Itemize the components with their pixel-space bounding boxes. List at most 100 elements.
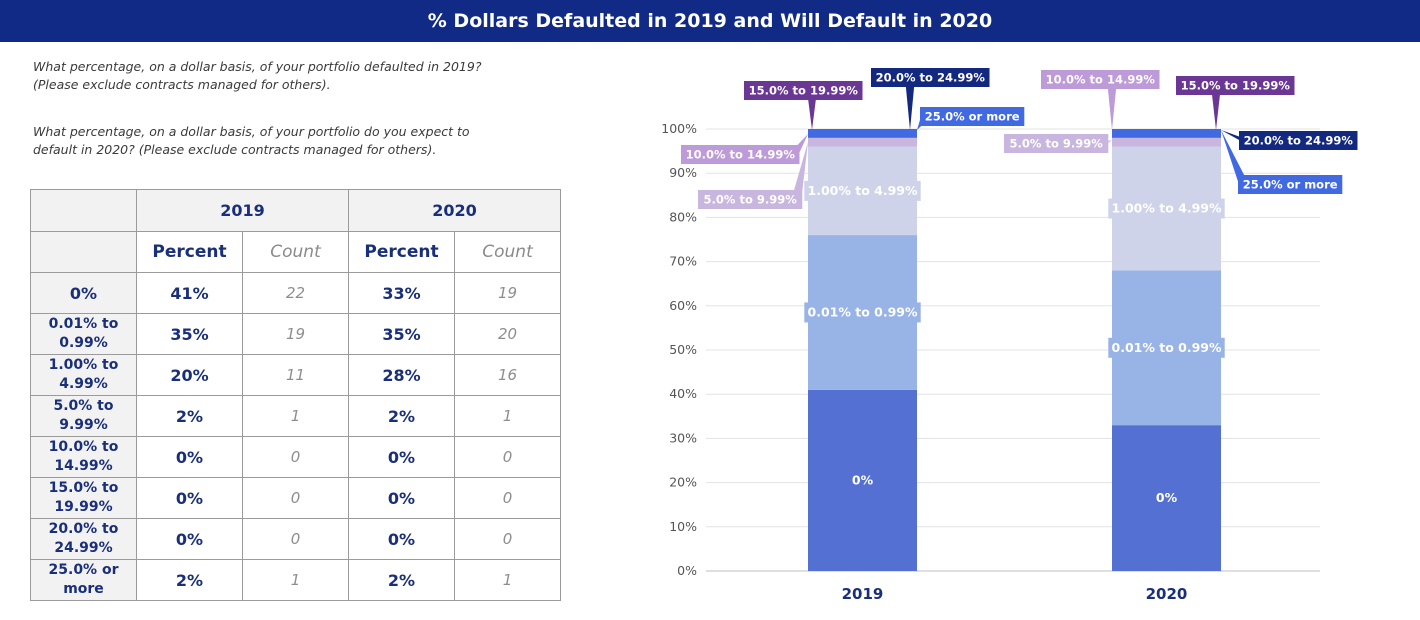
callout-label: 20.0% to 24.99% bbox=[1244, 134, 1354, 148]
table-row: 20.0% to 24.99% 0% 0 0% 0 bbox=[30, 518, 561, 560]
segment-label-text: 0.01% to 0.99% bbox=[808, 304, 918, 319]
percent-2020-cell: 2% bbox=[348, 559, 455, 601]
callout-pointer bbox=[1107, 79, 1117, 130]
callout-label: 5.0% to 9.99% bbox=[704, 193, 798, 207]
row-label: 20.0% to 24.99% bbox=[30, 518, 137, 560]
callout: 10.0% to 14.99% bbox=[681, 134, 808, 164]
percent-header-2020: Percent bbox=[348, 231, 455, 273]
table-row: 25.0% or more 2% 1 2% 1 bbox=[30, 559, 561, 601]
percent-2019-cell: 0% bbox=[136, 518, 243, 560]
row-label: 15.0% to 19.99% bbox=[30, 477, 137, 519]
x-category-label: 2020 bbox=[1146, 585, 1188, 603]
percent-2019-cell: 2% bbox=[136, 559, 243, 601]
count-2019-cell: 0 bbox=[242, 518, 349, 560]
segment-label-bg bbox=[804, 302, 921, 323]
percent-2019-cell: 41% bbox=[136, 272, 243, 314]
segment-label-bg bbox=[1108, 198, 1225, 219]
bar-segment bbox=[808, 389, 917, 571]
count-2020-cell: 0 bbox=[454, 518, 561, 560]
callout-box bbox=[920, 107, 1025, 126]
row-label-line: 20.0% to bbox=[48, 521, 119, 537]
x-axis-labels: 2019 2020 bbox=[842, 585, 1188, 603]
y-tick-label: 100% bbox=[661, 121, 697, 136]
segment-label-text: 0% bbox=[1156, 490, 1178, 505]
callout-box bbox=[681, 145, 800, 164]
segment-label-text: 1.00% to 4.99% bbox=[808, 183, 918, 198]
callout-label: 10.0% to 14.99% bbox=[686, 148, 796, 162]
callout-label: 25.0% or more bbox=[925, 110, 1020, 124]
table-corner-cell-2 bbox=[30, 231, 137, 273]
row-label-line: 0.01% to bbox=[48, 316, 119, 332]
callout: 10.0% to 14.99% bbox=[1041, 70, 1160, 130]
row-label-line: 1.00% to bbox=[48, 357, 119, 373]
table-corner-cell bbox=[30, 189, 137, 232]
callouts: 5.0% to 9.99% 10.0% to 14.99% 15.0% to 19.… bbox=[681, 68, 1358, 209]
stacked-bar-chart: 0% 10% 20% 30% 40% 50% 60% 70% 80% 90% 100% 0% 0.01… bbox=[661, 68, 1358, 603]
callout-label: 10.0% to 14.99% bbox=[1046, 73, 1156, 87]
table-row: 10.0% to 14.99% 0% 0 0% 0 bbox=[30, 436, 561, 478]
callout-box bbox=[1041, 70, 1160, 89]
row-label-line: 19.99% bbox=[54, 499, 113, 515]
callout: 20.0% to 24.99% bbox=[871, 68, 990, 130]
callout-pointer bbox=[807, 90, 817, 130]
x-category-label: 2019 bbox=[842, 585, 884, 603]
row-label-line: 10.0% to bbox=[48, 439, 119, 455]
count-2020-cell: 0 bbox=[454, 436, 561, 478]
row-label: 0% bbox=[30, 272, 137, 314]
callout: 20.0% to 24.99% bbox=[1221, 130, 1358, 150]
count-2019-cell: 19 bbox=[242, 313, 349, 355]
row-label-line: 14.99% bbox=[54, 458, 113, 474]
percent-2019-cell: 2% bbox=[136, 395, 243, 437]
question-2019-line-2: (Please exclude contracts managed for ot… bbox=[33, 77, 331, 92]
question-2020-line-2: default in 2020? (Please exclude contrac… bbox=[33, 142, 437, 157]
segment-label-text: 0.01% to 0.99% bbox=[1112, 340, 1222, 355]
y-tick-label: 80% bbox=[669, 209, 697, 224]
segment-label-text: 1.00% to 4.99% bbox=[1112, 201, 1222, 216]
row-label: 0.01% to 0.99% bbox=[30, 313, 137, 355]
count-2019-cell: 1 bbox=[242, 559, 349, 601]
callout-label: 25.0% or more bbox=[1243, 178, 1338, 192]
bar-segment bbox=[1112, 129, 1221, 138]
table-row: 15.0% to 19.99% 0% 0 0% 0 bbox=[30, 477, 561, 519]
callout: 25.0% or more bbox=[1221, 130, 1343, 194]
callout: 25.0% or more bbox=[917, 107, 1025, 130]
page-header: % Dollars Defaulted in 2019 and Will Def… bbox=[0, 0, 1420, 42]
percent-2020-cell: 0% bbox=[348, 436, 455, 478]
segment-label: 0.01% to 0.99% bbox=[1108, 337, 1225, 358]
bar-segment bbox=[808, 129, 917, 138]
row-label-line: 9.99% bbox=[59, 417, 108, 433]
segment-label: 1.00% to 4.99% bbox=[1108, 198, 1225, 219]
percent-2020-cell: 0% bbox=[348, 518, 455, 560]
table-row: 5.0% to 9.99% 2% 1 2% 1 bbox=[30, 395, 561, 437]
y-tick-label: 0% bbox=[677, 563, 697, 578]
y-tick-label: 70% bbox=[669, 254, 697, 269]
question-2019: What percentage, on a dollar basis, of y… bbox=[33, 58, 553, 94]
count-2020-cell: 19 bbox=[454, 272, 561, 314]
page-title: % Dollars Defaulted in 2019 and Will Def… bbox=[427, 10, 993, 32]
count-header-2020: Count bbox=[454, 231, 561, 273]
callout: 5.0% to 9.99% bbox=[1004, 134, 1112, 153]
y-tick-label: 20% bbox=[669, 475, 697, 490]
segment-label: 0% bbox=[1156, 490, 1178, 505]
percent-2020-cell: 0% bbox=[348, 477, 455, 519]
segment-label-bg bbox=[1108, 337, 1225, 358]
table-row: 0.01% to 0.99% 35% 19 35% 20 bbox=[30, 313, 561, 355]
row-label: 25.0% or more bbox=[30, 559, 137, 601]
segment-label-text: 0% bbox=[852, 472, 874, 487]
year-header-2019: 2019 bbox=[136, 189, 349, 232]
table-row: 0% 41% 22 33% 19 bbox=[30, 272, 561, 314]
count-2019-cell: 11 bbox=[242, 354, 349, 396]
row-label-line: 0.99% bbox=[59, 335, 108, 351]
callout-pointer bbox=[905, 77, 915, 130]
callout-box bbox=[1238, 175, 1343, 194]
results-table: 2019 2020 Percent Count Percent Count 0%… bbox=[30, 189, 561, 601]
row-label-line: 25.0% or bbox=[48, 562, 119, 578]
callout-box bbox=[1239, 131, 1358, 150]
row-label-line: 15.0% to bbox=[48, 480, 119, 496]
percent-header-2019: Percent bbox=[136, 231, 243, 273]
row-label: 10.0% to 14.99% bbox=[30, 436, 137, 478]
callout: 15.0% to 19.99% bbox=[1176, 76, 1295, 130]
callout-box bbox=[1176, 76, 1295, 95]
percent-2020-cell: 28% bbox=[348, 354, 455, 396]
y-tick-label: 10% bbox=[669, 519, 697, 534]
